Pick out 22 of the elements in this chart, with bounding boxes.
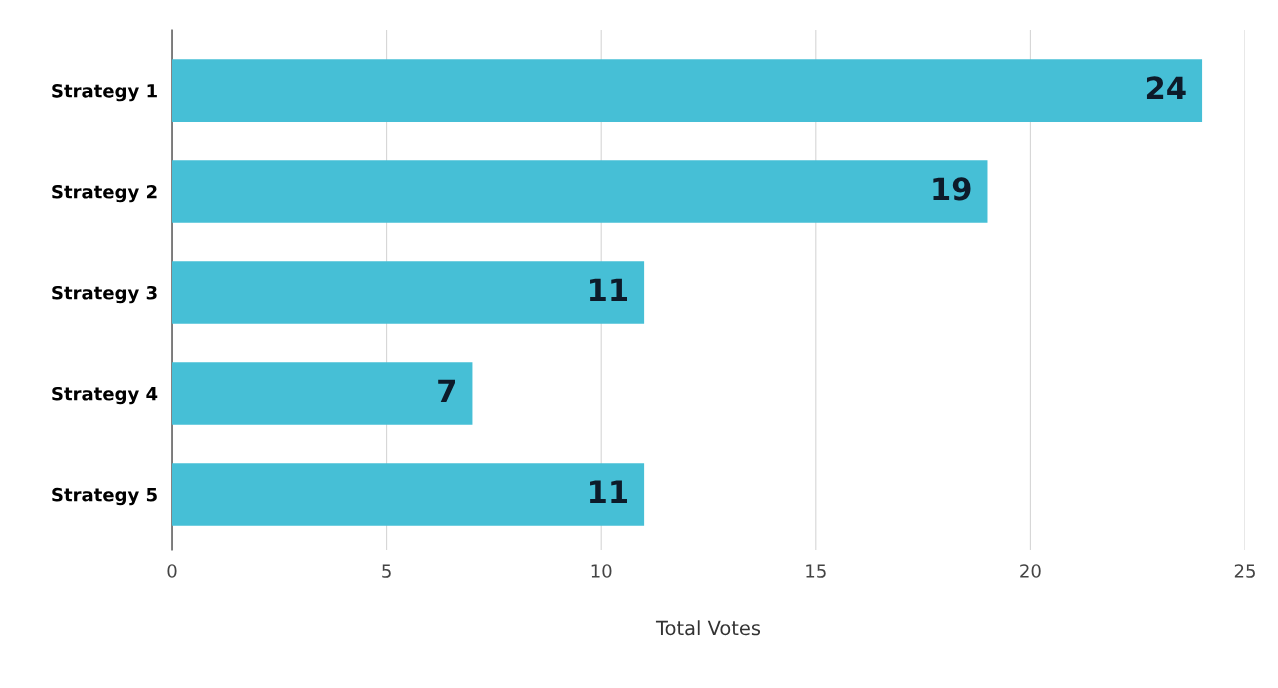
bar (172, 261, 645, 324)
x-axis-title: Total Votes (655, 620, 761, 636)
bar (172, 59, 1203, 122)
bar (172, 160, 988, 223)
data-label: 19 (933, 177, 971, 201)
y-tick-label: Strategy 4 (52, 386, 158, 405)
y-tick-label: Strategy 3 (52, 285, 157, 304)
data-label: 24 (1146, 76, 1186, 100)
data-label: 11 (590, 278, 627, 301)
y-tick-label: Strategy 5 (52, 487, 157, 506)
bar (172, 362, 473, 425)
data-label: 7 (438, 379, 455, 402)
x-tick-label: 15 (806, 564, 826, 578)
x-tick-label: 20 (1020, 564, 1041, 578)
x-tick-label: 0 (167, 564, 177, 578)
x-tick-label: 10 (591, 564, 612, 578)
bar (172, 463, 645, 526)
y-tick-label: Strategy 2 (52, 184, 157, 203)
x-tick-label: 5 (382, 564, 391, 578)
data-label: 11 (590, 480, 627, 503)
x-tick-label: 25 (1234, 564, 1255, 578)
y-tick-label: Strategy 1 (52, 83, 157, 102)
